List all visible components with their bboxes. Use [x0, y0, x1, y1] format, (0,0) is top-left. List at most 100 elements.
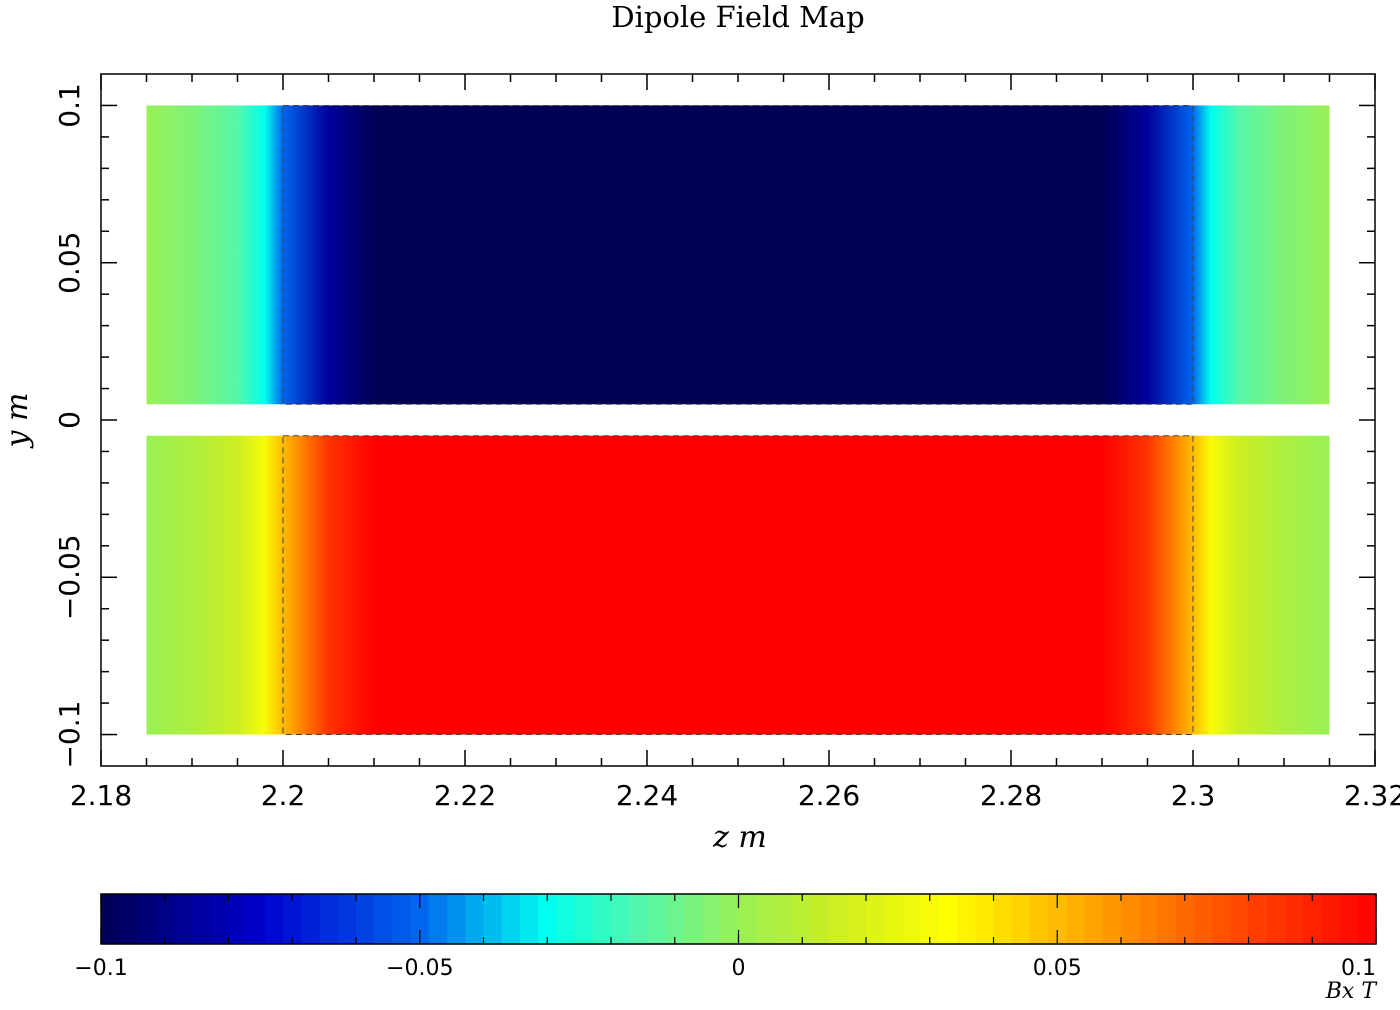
- colorbar-step: [1339, 894, 1359, 944]
- colorbar-step: [866, 894, 885, 944]
- colorbar-step: [738, 894, 758, 944]
- colorbar-step: [1048, 894, 1067, 944]
- colorbar-step: [957, 894, 976, 944]
- colorbar-step: [647, 894, 667, 944]
- colorbar-step: [210, 894, 230, 944]
- colorbar-step: [556, 894, 576, 944]
- colorbar-step: [1321, 894, 1341, 944]
- colorbar-step: [101, 894, 120, 944]
- colorbar-step: [847, 894, 867, 944]
- heatmap: [146, 105, 1330, 735]
- colorbar-step: [1230, 894, 1250, 944]
- colorbar-step: [1303, 894, 1322, 944]
- colorbar-step: [993, 894, 1013, 944]
- colorbar-step: [811, 894, 831, 944]
- colorbar-step: [374, 894, 394, 944]
- colorbar-step: [283, 894, 302, 944]
- y-tick-label: 0: [53, 411, 86, 429]
- x-axis-label: z m: [712, 820, 767, 855]
- x-tick-label: 2.2: [261, 779, 306, 812]
- colorbar-step: [829, 894, 849, 944]
- colorbar-step: [1212, 894, 1231, 944]
- colorbar-step: [1121, 894, 1140, 944]
- colorbar-step: [665, 894, 685, 944]
- colorbar-step: [720, 894, 740, 944]
- y-axis-ticks: [101, 104, 1375, 736]
- colorbar-step: [920, 894, 940, 944]
- colorbar-unit: Bx T: [1325, 979, 1379, 1004]
- colorbar-step: [246, 894, 266, 944]
- colorbar-step: [629, 894, 649, 944]
- colorbar-step: [938, 894, 958, 944]
- colorbar-step: [447, 894, 466, 944]
- colorbar-step: [264, 894, 284, 944]
- colorbar-step: [228, 894, 248, 944]
- y-tick-label: 0.1: [53, 83, 86, 128]
- colorbar-step: [975, 894, 995, 944]
- colorbar-step: [538, 894, 557, 944]
- y-tick-label: −0.1: [53, 701, 86, 769]
- colorbar-step: [1102, 894, 1122, 944]
- colorbar-step: [356, 894, 375, 944]
- colorbar-step: [155, 894, 175, 944]
- colorbar-step: [337, 894, 357, 944]
- colorbar-step: [192, 894, 211, 944]
- colorbar-tick-label: −0.05: [386, 956, 453, 981]
- colorbar-step: [1175, 894, 1195, 944]
- colorbar-tick-label: 0.1: [1341, 956, 1376, 981]
- colorbar-step: [137, 894, 157, 944]
- colorbar-step: [501, 894, 521, 944]
- colorbar-step: [428, 894, 448, 944]
- field-region-upper: [146, 105, 1330, 405]
- colorbar-step: [1084, 894, 1104, 944]
- magnet-outlines: [282, 104, 1194, 736]
- field-region-lower: [146, 435, 1330, 735]
- colorbar-step: [884, 894, 904, 944]
- x-tick-label: 2.24: [616, 779, 678, 812]
- colorbar-step: [1011, 894, 1031, 944]
- colorbar-step: [483, 894, 503, 944]
- colorbar-tick-label: −0.1: [74, 956, 127, 981]
- colorbar-step: [1157, 894, 1177, 944]
- colorbar-tick-labels: −0.1 −0.05 0 0.05 0.1: [74, 956, 1376, 981]
- x-tick-label: 2.26: [798, 779, 860, 812]
- x-tick-label: 2.3: [1171, 779, 1216, 812]
- x-tick-label: 2.32: [1344, 779, 1400, 812]
- colorbar-step: [1029, 894, 1049, 944]
- colorbar-step: [793, 894, 812, 944]
- colorbar-step: [301, 894, 321, 944]
- x-axis-ticks: [100, 74, 1376, 766]
- y-tick-label: −0.05: [53, 534, 86, 620]
- x-axis-tick-labels: 2.18 2.2 2.22 2.24 2.26 2.28 2.3 2.32: [70, 779, 1400, 812]
- colorbar-step: [683, 894, 703, 944]
- colorbar-step: [702, 894, 721, 944]
- colorbar-step: [519, 894, 539, 944]
- colorbar-step: [319, 894, 339, 944]
- y-tick-label: 0.05: [53, 232, 86, 294]
- y-axis-tick-labels: 0.1 0.05 0 −0.05 −0.1: [53, 83, 86, 768]
- colorbar-step: [1284, 894, 1304, 944]
- chart-title: Dipole Field Map: [611, 0, 864, 34]
- colorbar-step: [592, 894, 612, 944]
- colorbar-step: [392, 894, 412, 944]
- colorbar-tick-label: 0.05: [1033, 956, 1082, 981]
- colorbar-step: [410, 894, 430, 944]
- magnet-outline-upper: [282, 104, 1194, 405]
- colorbar-step: [465, 894, 485, 944]
- colorbar-step: [119, 894, 139, 944]
- x-tick-label: 2.28: [980, 779, 1042, 812]
- colorbar-step: [1066, 894, 1086, 944]
- colorbar-step: [1248, 894, 1268, 944]
- colorbar-step: [774, 894, 794, 944]
- colorbar-step: [756, 894, 776, 944]
- colorbar-step: [902, 894, 922, 944]
- colorbar-step: [611, 894, 630, 944]
- colorbar-step: [1266, 894, 1286, 944]
- magnet-outline-lower: [282, 435, 1194, 736]
- colorbar-tick-label: 0: [732, 956, 746, 981]
- colorbar-step: [1139, 894, 1159, 944]
- colorbar-ticks: [100, 894, 1377, 944]
- colorbar-step: [173, 894, 193, 944]
- x-tick-label: 2.22: [434, 779, 496, 812]
